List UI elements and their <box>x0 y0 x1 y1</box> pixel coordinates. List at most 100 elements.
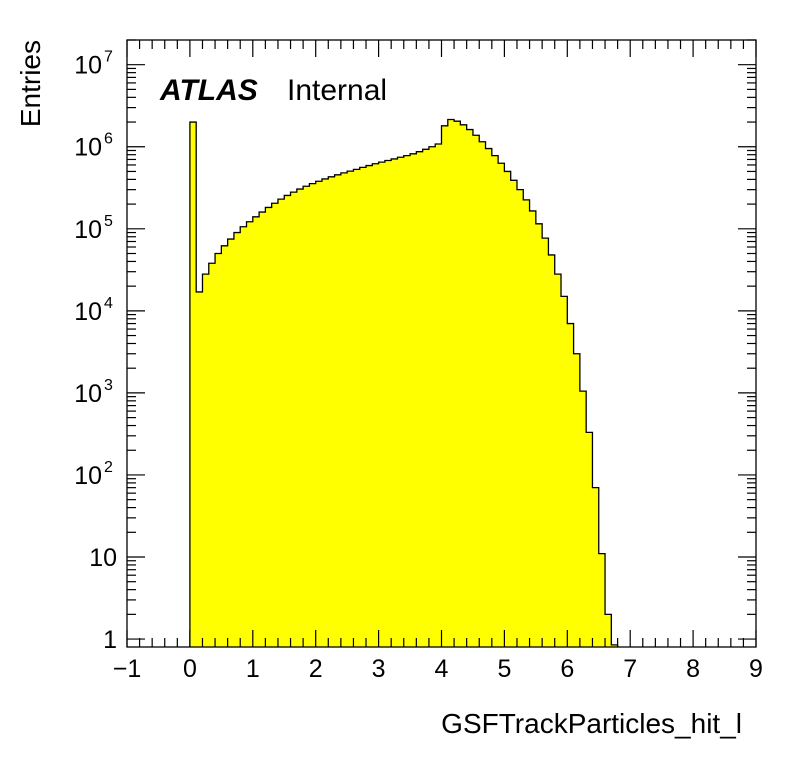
histogram-bar <box>277 199 285 647</box>
histogram-bar <box>252 216 260 647</box>
histogram-bar <box>410 153 417 647</box>
histogram-bar <box>309 183 316 647</box>
histogram-bar <box>315 181 323 648</box>
histogram-bar <box>485 148 493 647</box>
histogram-bar <box>227 239 235 647</box>
histogram-bar <box>359 167 367 648</box>
histogram-bar <box>202 274 210 647</box>
histogram-bar <box>516 189 524 647</box>
y-tick-label: 10 <box>89 544 117 572</box>
internal-label: Internal <box>287 74 387 107</box>
histogram-bar <box>196 291 203 647</box>
histogram-bar <box>447 119 455 648</box>
x-tick-label: 1 <box>246 655 260 683</box>
y-axis-title: Entries <box>15 40 46 127</box>
histogram-bar <box>391 158 398 648</box>
histogram-bar <box>422 149 430 647</box>
histogram-bar <box>592 487 600 647</box>
histogram-bar <box>554 274 562 647</box>
histogram-bar <box>296 189 304 647</box>
histogram-bar <box>435 144 442 647</box>
histogram-bar <box>598 553 606 647</box>
histogram-bar <box>221 245 228 647</box>
y-tick-exponent: 2 <box>104 459 113 476</box>
histogram-bar <box>535 223 543 647</box>
histogram-bar <box>542 238 549 648</box>
histogram-bar <box>259 212 266 647</box>
axis-ticks <box>126 39 757 647</box>
x-tick-label: 3 <box>372 655 386 683</box>
histogram-bar <box>189 122 197 647</box>
histogram-bar <box>441 125 449 647</box>
histogram-bar <box>567 323 574 647</box>
histogram-bar <box>271 203 279 647</box>
histogram-bar <box>384 160 392 648</box>
y-tick-exponent: 6 <box>104 131 113 148</box>
histogram-bar <box>498 163 505 647</box>
y-tick-label: 10 <box>74 216 102 244</box>
y-tick-exponent: 7 <box>104 49 113 66</box>
histogram-bar <box>605 614 612 647</box>
histogram-bar <box>347 171 354 647</box>
histogram-bar <box>397 157 405 648</box>
histogram-bar <box>586 432 593 647</box>
histogram-bar <box>479 141 486 647</box>
histogram-bar <box>504 171 511 648</box>
x-tick-label: 6 <box>560 655 574 683</box>
histogram-bar <box>372 163 379 647</box>
histogram-bar <box>491 155 499 647</box>
histogram-bar <box>573 353 581 647</box>
x-tick-label: 5 <box>497 655 511 683</box>
histogram-bar <box>334 174 342 648</box>
histogram-bar <box>328 176 335 648</box>
histogram-bar <box>265 207 272 647</box>
atlas-label: ATLAS <box>159 74 258 107</box>
histogram-bar <box>403 155 411 647</box>
histogram-bar <box>321 178 329 648</box>
x-tick-label: 7 <box>623 655 637 683</box>
histogram-bar <box>611 644 618 647</box>
x-tick-label: 9 <box>749 655 763 683</box>
histogram-bar <box>246 221 254 648</box>
histogram-bar <box>561 296 568 647</box>
y-tick-exponent: 5 <box>104 213 113 230</box>
plot-frame <box>126 39 757 648</box>
histogram-bar <box>378 162 386 647</box>
histogram-bar <box>215 253 222 648</box>
x-tick-label: 0 <box>183 655 197 683</box>
histogram-bar <box>579 391 587 647</box>
histogram-bar <box>208 263 216 647</box>
histogram-bar <box>510 180 518 647</box>
x-tick-label: 2 <box>309 655 323 683</box>
histogram-bar <box>428 146 436 648</box>
histogram-bar <box>290 192 298 647</box>
histogram-bar <box>353 169 361 647</box>
histogram-bar <box>523 199 530 647</box>
histogram-bar <box>548 254 556 648</box>
histogram-outline <box>189 118 619 647</box>
histogram-bar <box>340 172 348 648</box>
y-tick-label: 10 <box>74 134 102 162</box>
histogram-bar <box>460 124 467 647</box>
x-axis-title: GSFTrackParticles_hit_l <box>441 708 742 739</box>
histogram-bar <box>366 165 373 647</box>
histogram-bar <box>284 195 291 648</box>
y-tick-exponent: 4 <box>104 295 113 312</box>
x-tick-label: 4 <box>435 655 449 683</box>
x-tick-label: −1 <box>113 655 142 683</box>
y-tick-label: 1 <box>103 626 117 654</box>
histogram-bar <box>416 151 423 647</box>
histogram-bar <box>303 186 310 648</box>
histogram-bar <box>466 129 474 647</box>
x-tick-labels: −1 0 1 2 3 4 5 6 7 8 9 <box>113 655 763 683</box>
y-tick-label: 10 <box>74 380 102 408</box>
histogram-bar <box>233 232 241 648</box>
histogram-bar <box>472 135 480 647</box>
y-tick-label: 10 <box>74 52 102 80</box>
histogram-bar <box>529 210 537 647</box>
y-tick-label: 10 <box>74 298 102 326</box>
histogram-bars <box>189 119 618 648</box>
y-tick-exponent: 3 <box>104 377 113 394</box>
